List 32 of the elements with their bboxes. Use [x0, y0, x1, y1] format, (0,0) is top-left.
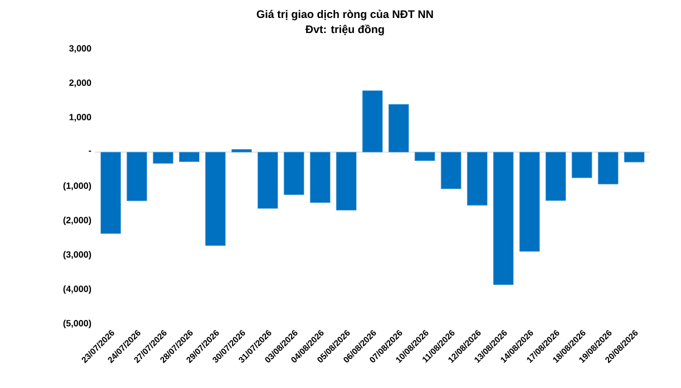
- bar: [258, 152, 278, 209]
- bar: [598, 152, 618, 184]
- bar: [440, 152, 462, 190]
- bar: [231, 149, 252, 152]
- bar: [519, 152, 540, 252]
- bar: [284, 152, 304, 195]
- y-tick-label: 2,000: [69, 80, 92, 88]
- bar: [414, 152, 436, 161]
- y-tick-label: (2,000): [63, 216, 92, 226]
- bar: [205, 152, 226, 246]
- y-tick-label: -: [88, 150, 92, 152]
- bar: [100, 152, 121, 234]
- bar: [336, 152, 357, 210]
- y-tick-label: 3,000: [69, 45, 92, 53]
- bar: [467, 152, 488, 206]
- bar: [493, 152, 514, 285]
- bar: [572, 152, 592, 178]
- y-tick-label: (5,000): [63, 320, 92, 328]
- bar: [152, 152, 174, 164]
- bar: [126, 152, 148, 202]
- chart-title: Giá trị giao dịch ròng của NĐT NN: [256, 10, 433, 20]
- bar: [310, 152, 330, 203]
- y-tick-label: (4,000): [63, 285, 92, 294]
- bar: [179, 152, 200, 162]
- y-tick-label: 1,000: [70, 114, 92, 122]
- bar: [546, 152, 566, 201]
- bar: [362, 90, 383, 152]
- bar: [624, 152, 644, 162]
- y-tick-label: (3,000): [63, 251, 92, 260]
- chart-subtitle: Đvt: triệu đồng: [305, 24, 384, 36]
- y-tick-label: (1,000): [63, 182, 92, 191]
- bar: [388, 104, 409, 152]
